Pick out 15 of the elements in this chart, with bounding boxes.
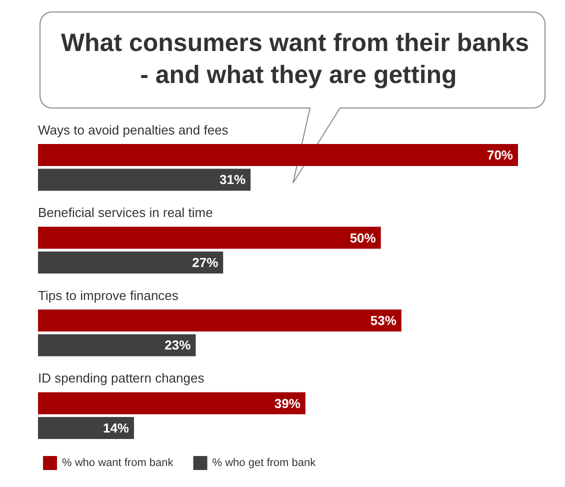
data-label: 39% [274, 396, 301, 411]
legend-label: % who want from bank [62, 457, 174, 469]
y-tick-label: ID spending pattern changes [38, 370, 205, 386]
data-label: 31% [220, 172, 246, 188]
y-tick-label: Ways to avoid penalties and fees [38, 122, 229, 138]
data-label: 50% [350, 230, 376, 246]
data-label: 27% [192, 254, 219, 270]
legend-label: % who get from bank [212, 457, 316, 469]
data-label: 14% [102, 420, 130, 436]
data-label: 53% [370, 313, 397, 328]
chart-title: What consumers want from their banks - and what they are getting [60, 29, 530, 89]
y-tick-label: Beneficial services in real time [38, 205, 213, 220]
y-tick-label: Tips to improve finances [38, 288, 179, 303]
data-label: 23% [164, 338, 192, 353]
data-label: 70% [486, 148, 514, 163]
